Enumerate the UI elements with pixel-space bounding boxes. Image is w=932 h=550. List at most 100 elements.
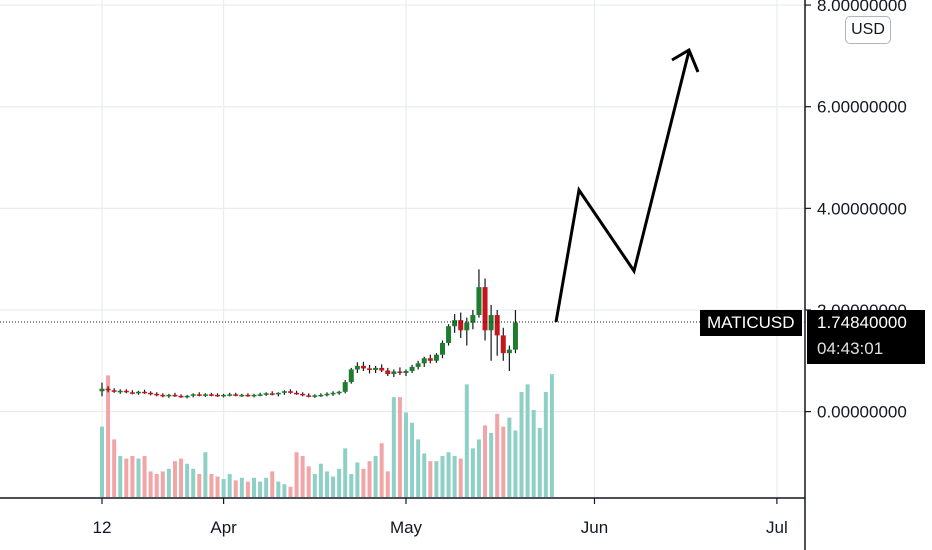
volume-bar (501, 426, 506, 497)
volume-bar (227, 473, 232, 497)
volume-bar (106, 375, 111, 497)
candle-body (464, 322, 470, 331)
candle-body (312, 395, 318, 397)
candle-body (397, 371, 403, 373)
currency-button[interactable]: USD (845, 16, 891, 44)
candle-body (421, 358, 427, 364)
candle-body (494, 315, 500, 336)
price-tick-label: 0.00000000 (817, 403, 907, 422)
chart-grid (0, 0, 805, 498)
volume-bar (337, 468, 342, 497)
time-axis[interactable]: 12 Apr May Jun Jul (93, 498, 788, 537)
price-tick-label: 8.00000000 (817, 0, 907, 15)
volume-bar (136, 458, 141, 497)
volume-bar (543, 392, 548, 497)
volume-bar (367, 461, 372, 497)
candle-body (129, 392, 135, 394)
volume-bar (391, 397, 396, 497)
volume-bar (379, 443, 384, 497)
volume-bar (422, 453, 427, 497)
candle-body (123, 390, 129, 393)
candle-body (427, 358, 433, 361)
candle-body (99, 388, 105, 392)
volume-bar (172, 461, 177, 497)
candle-body (275, 392, 281, 395)
candle-body (348, 369, 354, 383)
candle-body (172, 394, 178, 397)
candle-body (470, 315, 476, 323)
volume-bar (203, 452, 208, 497)
volume-bar (507, 417, 512, 497)
volume-bar (197, 473, 202, 497)
candle-body (154, 393, 160, 396)
price-tick-label: 6.00000000 (817, 98, 907, 117)
candle-body (281, 391, 287, 393)
candle-body (245, 394, 251, 397)
volume-bar (470, 448, 475, 497)
volume-bar (130, 456, 135, 497)
candle-body (160, 394, 166, 397)
volume-bar (324, 471, 329, 497)
volume-bar (239, 477, 244, 497)
volume-bar (483, 425, 488, 497)
volume-bar (440, 456, 445, 497)
candle-body (318, 394, 324, 397)
volume-bar (258, 481, 263, 497)
candle-body (166, 394, 172, 397)
candle-body (446, 326, 452, 344)
volume-bar (209, 473, 214, 497)
volume-bar (245, 481, 250, 497)
candle-body (184, 395, 190, 398)
candle-body (360, 365, 366, 369)
candle-body (403, 370, 409, 373)
candle-body (215, 394, 221, 397)
volume-bars (100, 374, 554, 497)
candle-body (239, 394, 245, 397)
candle-body (142, 391, 148, 394)
volume-bar (355, 462, 360, 497)
volume-bar (373, 456, 378, 497)
candle-body (512, 322, 518, 350)
price-tick-label: 4.00000000 (817, 199, 907, 218)
candle-body (178, 395, 184, 398)
candle-body (391, 371, 397, 375)
candle-body (117, 390, 123, 393)
volume-bar (215, 476, 220, 497)
volume-bar (221, 479, 226, 497)
candle-body (330, 392, 336, 395)
last-price-value: 1.74840000 (817, 313, 907, 332)
volume-bar (112, 439, 117, 497)
candle-body (488, 315, 494, 331)
volume-bar (100, 426, 104, 497)
candle-body (227, 394, 233, 396)
candle-body (269, 393, 275, 395)
volume-bar (142, 456, 147, 497)
candle-body (135, 391, 141, 394)
volume-bar (300, 456, 305, 497)
volume-bar (349, 473, 354, 497)
candle-body (500, 335, 506, 354)
volume-bar (519, 392, 524, 497)
candle-body (452, 320, 458, 327)
candle-body (148, 392, 154, 395)
last-price-label: 1.74840000 04:43:01 (807, 310, 925, 364)
candle-body (287, 391, 293, 393)
candle-body (111, 390, 117, 392)
candle-body (379, 367, 385, 371)
volume-bar (288, 486, 293, 497)
volume-bar (464, 384, 469, 497)
time-tick-label: May (390, 518, 423, 537)
time-tick-label: Apr (210, 518, 237, 537)
volume-bar (318, 463, 323, 497)
candle-body (385, 370, 391, 375)
volume-bar (233, 480, 238, 497)
volume-bar (410, 422, 415, 497)
volume-bar (452, 456, 457, 497)
volume-bar (549, 374, 554, 497)
bar-countdown: 04:43:01 (817, 339, 884, 358)
forecast-arrow-drawing[interactable] (554, 50, 691, 323)
volume-bar (294, 452, 299, 497)
volume-bar (124, 458, 129, 497)
volume-bar (385, 471, 390, 497)
